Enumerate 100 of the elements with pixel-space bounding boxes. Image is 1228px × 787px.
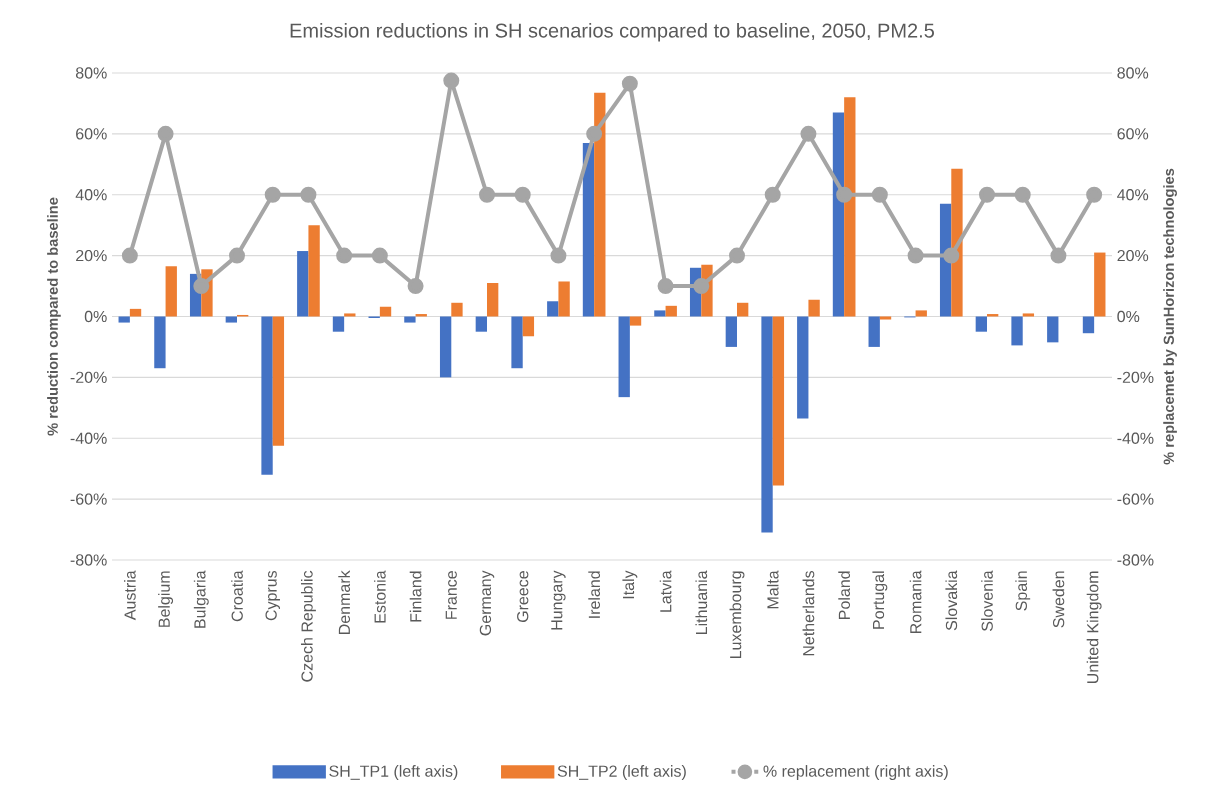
x-tick-label: Czech Republic — [300, 570, 316, 682]
bar — [332, 316, 345, 332]
x-tick-label: Luxembourg — [729, 571, 745, 659]
y2-tick-label: -60% — [1117, 493, 1154, 505]
y2-axis-title: % replacemet by SunHorizon technologies — [1163, 168, 1177, 465]
x-tick-label: Croatia — [231, 570, 243, 622]
point — [1014, 186, 1031, 203]
y-tick-label: -40% — [70, 432, 107, 444]
bar — [487, 283, 499, 317]
x-tick-label: Romania — [909, 570, 922, 634]
x-tick-label: Denmark — [338, 570, 351, 634]
point — [1050, 247, 1067, 264]
point — [300, 186, 317, 203]
bar — [808, 299, 820, 317]
legend-label: % replacement (right axis) — [763, 765, 948, 780]
bar — [404, 316, 416, 323]
bar — [439, 316, 452, 378]
point — [407, 278, 424, 295]
point — [943, 247, 960, 264]
y-tick-label: 60% — [76, 128, 107, 140]
y2-tick-label: 80% — [1117, 67, 1149, 79]
y2-tick-label: -40% — [1117, 432, 1154, 444]
bar — [975, 316, 988, 332]
point — [586, 125, 603, 142]
bar — [951, 168, 963, 317]
point — [979, 186, 995, 203]
bar — [344, 313, 356, 317]
chart-title: Emission reductions in SH scenarios compared to baseline, 2050, PM2.5 — [290, 22, 934, 42]
bar — [1047, 316, 1059, 343]
bar — [725, 316, 738, 347]
x-tick-label: United Kingdom — [1086, 571, 1102, 683]
bar — [165, 266, 177, 317]
bar — [272, 316, 285, 446]
x-tick-label: Cyprus — [265, 570, 280, 621]
x-tick-label: Hungary — [551, 570, 566, 630]
point — [836, 186, 853, 203]
bar — [761, 316, 773, 533]
point — [121, 247, 138, 264]
point — [443, 72, 460, 89]
x-tick-label: Portugal — [872, 571, 888, 629]
bar — [594, 92, 606, 317]
x-tick-label: Spain — [1015, 571, 1031, 611]
bar — [225, 316, 237, 323]
y-tick-label: -20% — [70, 371, 107, 384]
bar — [547, 301, 559, 317]
x-tick-label: Lithuania — [695, 570, 708, 635]
x-tick-label: Greece — [517, 571, 529, 623]
point — [871, 186, 888, 203]
y2-tick-label: 20% — [1117, 249, 1149, 262]
x-tick-label: France — [445, 571, 457, 619]
bar — [1022, 313, 1035, 317]
point — [371, 247, 388, 264]
x-tick-label: Poland — [838, 571, 851, 619]
bar — [844, 97, 856, 317]
bar — [797, 316, 809, 419]
y2-tick-label: 60% — [1117, 128, 1149, 140]
point — [800, 125, 817, 142]
bar — [154, 316, 166, 369]
bar — [737, 302, 749, 317]
y-tick-label: 40% — [75, 189, 107, 201]
x-tick-label: Germany — [479, 570, 495, 636]
point — [907, 247, 924, 264]
bar — [1094, 252, 1106, 317]
bar — [1082, 316, 1095, 334]
bar — [451, 302, 463, 317]
bar — [511, 316, 523, 369]
bar — [1011, 316, 1023, 346]
x-tick-label: Estonia — [374, 570, 386, 623]
point — [729, 247, 745, 264]
x-tick-label: Slovenia — [981, 570, 993, 632]
y2-tick-label: -80% — [1117, 554, 1154, 566]
point — [479, 186, 495, 203]
y-axis-title: % reduction compared to baseline — [47, 197, 61, 436]
x-tick-label: Italy — [622, 570, 638, 599]
y2-tick-label: 0% — [1117, 310, 1140, 323]
point — [693, 278, 710, 295]
point — [657, 278, 674, 295]
bar — [629, 316, 642, 326]
x-tick-label: Ireland — [588, 571, 601, 618]
x-tick-label: Sweden — [1052, 571, 1065, 628]
legend-label: SH_TP1 (left axis) — [329, 765, 458, 780]
bar — [308, 225, 320, 317]
x-tick-label: Malta — [766, 570, 779, 609]
y2-tick-label: 40% — [1117, 189, 1149, 201]
x-tick-label: Austria — [124, 570, 136, 621]
point — [157, 125, 174, 142]
legend-label: SH_TP2 (left axis) — [557, 765, 686, 780]
x-tick-label: Latvia — [659, 570, 672, 612]
point — [264, 186, 281, 203]
x-tick-label: Belgium — [158, 571, 174, 627]
point — [764, 186, 781, 203]
y-tick-label: -60% — [70, 493, 107, 505]
point — [550, 247, 567, 264]
point — [336, 247, 353, 264]
bar — [475, 316, 487, 332]
point — [1086, 186, 1103, 203]
x-tick-label: Finland — [409, 571, 422, 622]
y-tick-label: 0% — [84, 310, 107, 323]
bar — [129, 308, 142, 317]
y2-tick-label: -20% — [1117, 371, 1154, 384]
